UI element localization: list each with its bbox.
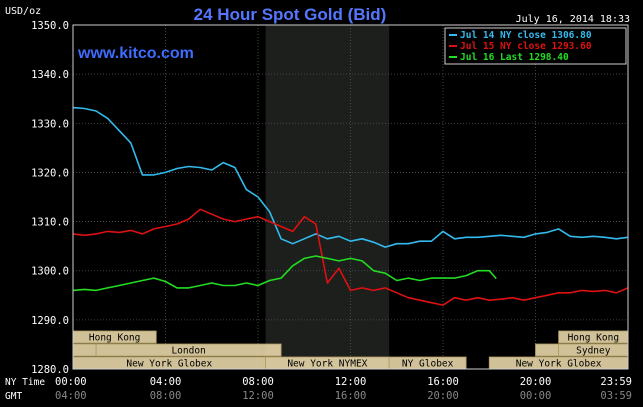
y-tick-label: 1330.0 bbox=[31, 118, 69, 130]
series-line-3 bbox=[72, 255, 497, 292]
y-tick-label: 1290.0 bbox=[31, 315, 69, 327]
session-label: Sydney bbox=[576, 346, 611, 357]
session-label: New York Globex bbox=[126, 359, 212, 370]
unit-label: USD/oz bbox=[5, 6, 41, 17]
series-line-1 bbox=[72, 106, 629, 248]
legend-entry: Jul 15 NY close 1293.60 bbox=[460, 41, 592, 52]
session-label: London bbox=[171, 346, 205, 357]
x-tick-label-gmt: 16:00 bbox=[335, 390, 367, 402]
x-tick-label-ny: 08:00 bbox=[242, 376, 274, 388]
watermark: www.kitco.com bbox=[77, 45, 194, 62]
x-tick-label-gmt: 03:59 bbox=[600, 390, 632, 402]
market-sessions: Hong Kong London New York Globex New York N… bbox=[72, 330, 629, 370]
x-tick-label-gmt: 08:00 bbox=[150, 390, 182, 402]
y-tick-label: 1340.0 bbox=[31, 69, 69, 81]
chart-title: 24 Hour Spot Gold (Bid) bbox=[194, 5, 387, 24]
x-tick-label-gmt: 20:00 bbox=[427, 390, 459, 402]
legend-entry: Jul 16 Last 1298.40 bbox=[460, 52, 569, 63]
session-bar bbox=[95, 343, 282, 357]
series-layer bbox=[72, 106, 629, 306]
y-axis-ticks: 1350.0 1340.0 1330.0 1320.0 1310.0 1300.0 1290… bbox=[31, 20, 69, 376]
x-tick-label-ny: 00:00 bbox=[55, 376, 87, 388]
y-tick-label: 1310.0 bbox=[31, 217, 69, 229]
x-tick-label-ny: 23:59 bbox=[600, 376, 632, 388]
nymex-shaded-region bbox=[265, 25, 390, 369]
session-label: NY Globex bbox=[402, 359, 454, 370]
legend-entry: Jul 14 NY close 1306.80 bbox=[460, 30, 592, 41]
session-label: Hong Kong bbox=[568, 333, 619, 344]
series-line-2 bbox=[72, 208, 629, 306]
y-tick-label: 1280.0 bbox=[31, 364, 69, 376]
session-bar bbox=[535, 343, 560, 357]
session-label: Hong Kong bbox=[89, 333, 140, 344]
x-tick-label-ny: 04:00 bbox=[150, 376, 182, 388]
y-tick-label: 1350.0 bbox=[31, 20, 69, 32]
x-tick-label-ny: 20:00 bbox=[520, 376, 552, 388]
x-tick-label-ny: 12:00 bbox=[335, 376, 367, 388]
x-axis-label-ny: NY Time bbox=[5, 377, 45, 388]
plot-border bbox=[72, 24, 629, 370]
x-tick-label-gmt: 04:00 bbox=[55, 390, 87, 402]
x-tick-label-ny: 16:00 bbox=[427, 376, 459, 388]
x-axis-label-gmt: GMT bbox=[5, 391, 22, 402]
legend-box bbox=[444, 27, 627, 65]
y-tick-label: 1300.0 bbox=[31, 266, 69, 278]
x-axis-ticks: 00:00 04:00 04:00 08:00 08:00 12:00 12:00 16:00… bbox=[55, 376, 632, 402]
x-tick-label-gmt: 12:00 bbox=[242, 390, 274, 402]
session-label: New York NYMEX bbox=[287, 359, 367, 370]
session-bar bbox=[72, 343, 97, 357]
x-tick-label-gmt: 00:00 bbox=[520, 390, 552, 402]
session-label: New York Globex bbox=[516, 359, 602, 370]
y-tick-label: 1320.0 bbox=[31, 167, 69, 179]
date-label: July 16, 2014 18:33 bbox=[516, 14, 630, 25]
